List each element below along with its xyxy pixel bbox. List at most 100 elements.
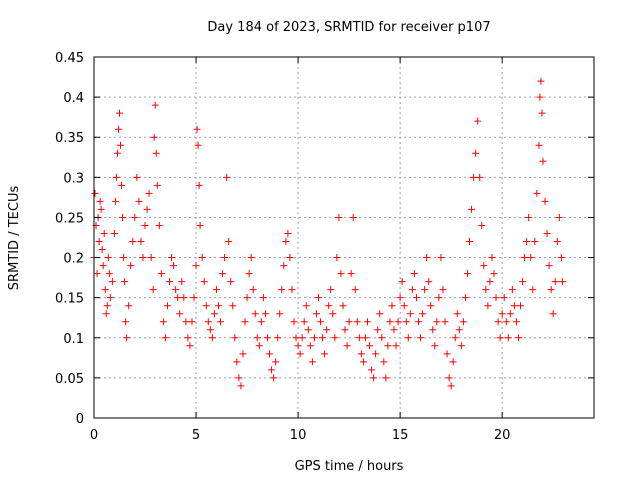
x-tick-label: 20	[494, 428, 511, 443]
data-point	[433, 318, 441, 326]
data-point	[347, 270, 355, 278]
data-point	[441, 318, 449, 326]
data-point	[245, 270, 253, 278]
data-point	[517, 302, 525, 310]
data-point	[353, 318, 361, 326]
data-point	[204, 318, 212, 326]
data-point	[480, 262, 488, 270]
data-point	[153, 181, 161, 189]
data-point	[106, 294, 114, 302]
data-point	[150, 133, 158, 141]
data-point	[194, 141, 202, 149]
data-point	[212, 286, 220, 294]
data-point	[521, 254, 529, 262]
data-point	[208, 334, 216, 342]
data-point	[251, 310, 259, 318]
data-point	[302, 302, 310, 310]
data-point	[294, 342, 302, 350]
data-point	[366, 342, 374, 350]
data-point	[396, 294, 404, 302]
data-point	[447, 382, 455, 390]
data-point	[306, 342, 314, 350]
data-point	[270, 374, 278, 382]
data-point	[239, 350, 247, 358]
data-point	[355, 334, 363, 342]
data-point	[402, 318, 410, 326]
data-point	[523, 238, 531, 246]
y-tick-label: 0.35	[55, 131, 84, 146]
data-point	[376, 310, 384, 318]
y-tick-label: 0.4	[63, 91, 84, 106]
data-point	[343, 342, 351, 350]
data-point	[400, 302, 408, 310]
y-tick-label: 0.2	[63, 252, 84, 267]
data-point	[141, 221, 149, 229]
data-point	[231, 334, 239, 342]
data-point	[163, 302, 171, 310]
data-point	[137, 238, 145, 246]
grid	[94, 57, 594, 418]
data-point	[439, 286, 447, 294]
data-point	[429, 326, 437, 334]
data-point	[235, 374, 243, 382]
data-point	[249, 286, 257, 294]
data-point	[159, 318, 167, 326]
data-point	[186, 342, 194, 350]
data-point	[282, 238, 290, 246]
data-point	[210, 310, 218, 318]
data-point	[327, 286, 335, 294]
data-point	[308, 358, 316, 366]
data-point	[319, 334, 327, 342]
data-point	[178, 278, 186, 286]
data-point	[143, 205, 151, 213]
data-point	[114, 125, 122, 133]
data-point	[243, 294, 251, 302]
data-point	[335, 213, 343, 221]
data-point	[545, 262, 553, 270]
data-point	[525, 213, 533, 221]
data-point	[95, 238, 103, 246]
data-point	[266, 350, 274, 358]
data-point	[406, 310, 414, 318]
data-point	[421, 286, 429, 294]
data-point	[435, 294, 443, 302]
data-point	[100, 229, 108, 237]
y-tick-label: 0.25	[55, 211, 84, 226]
data-point	[225, 238, 233, 246]
data-point	[557, 254, 565, 262]
data-point	[543, 229, 551, 237]
data-point	[323, 326, 331, 334]
data-point	[427, 302, 435, 310]
data-point	[368, 366, 376, 374]
data-point	[103, 302, 111, 310]
axis-ticks: 0 0.05 0.1 0.15 0.2 0.25 0.3 0.35 0.4 0.45 0 5 10 15 2…	[55, 51, 594, 443]
data-point	[202, 302, 210, 310]
data-point	[102, 310, 110, 318]
data-point	[390, 326, 398, 334]
data-point	[120, 254, 128, 262]
data-point	[539, 157, 547, 165]
data-point	[174, 294, 182, 302]
data-point	[472, 149, 480, 157]
data-point	[180, 294, 188, 302]
data-point	[149, 286, 157, 294]
data-point	[104, 254, 112, 262]
data-point	[304, 326, 312, 334]
data-point	[541, 197, 549, 205]
data-point	[388, 302, 396, 310]
data-point	[99, 262, 107, 270]
data-point	[300, 318, 308, 326]
x-axis-label: GPS time / hours	[295, 459, 404, 474]
data-point	[314, 294, 322, 302]
data-point	[182, 318, 190, 326]
data-point	[492, 294, 500, 302]
data-point	[127, 262, 135, 270]
data-point	[166, 278, 174, 286]
data-point	[398, 278, 406, 286]
data-point	[93, 270, 101, 278]
data-point	[529, 286, 537, 294]
data-point	[255, 342, 263, 350]
data-point	[135, 197, 143, 205]
data-point	[117, 141, 125, 149]
data-point	[157, 270, 165, 278]
